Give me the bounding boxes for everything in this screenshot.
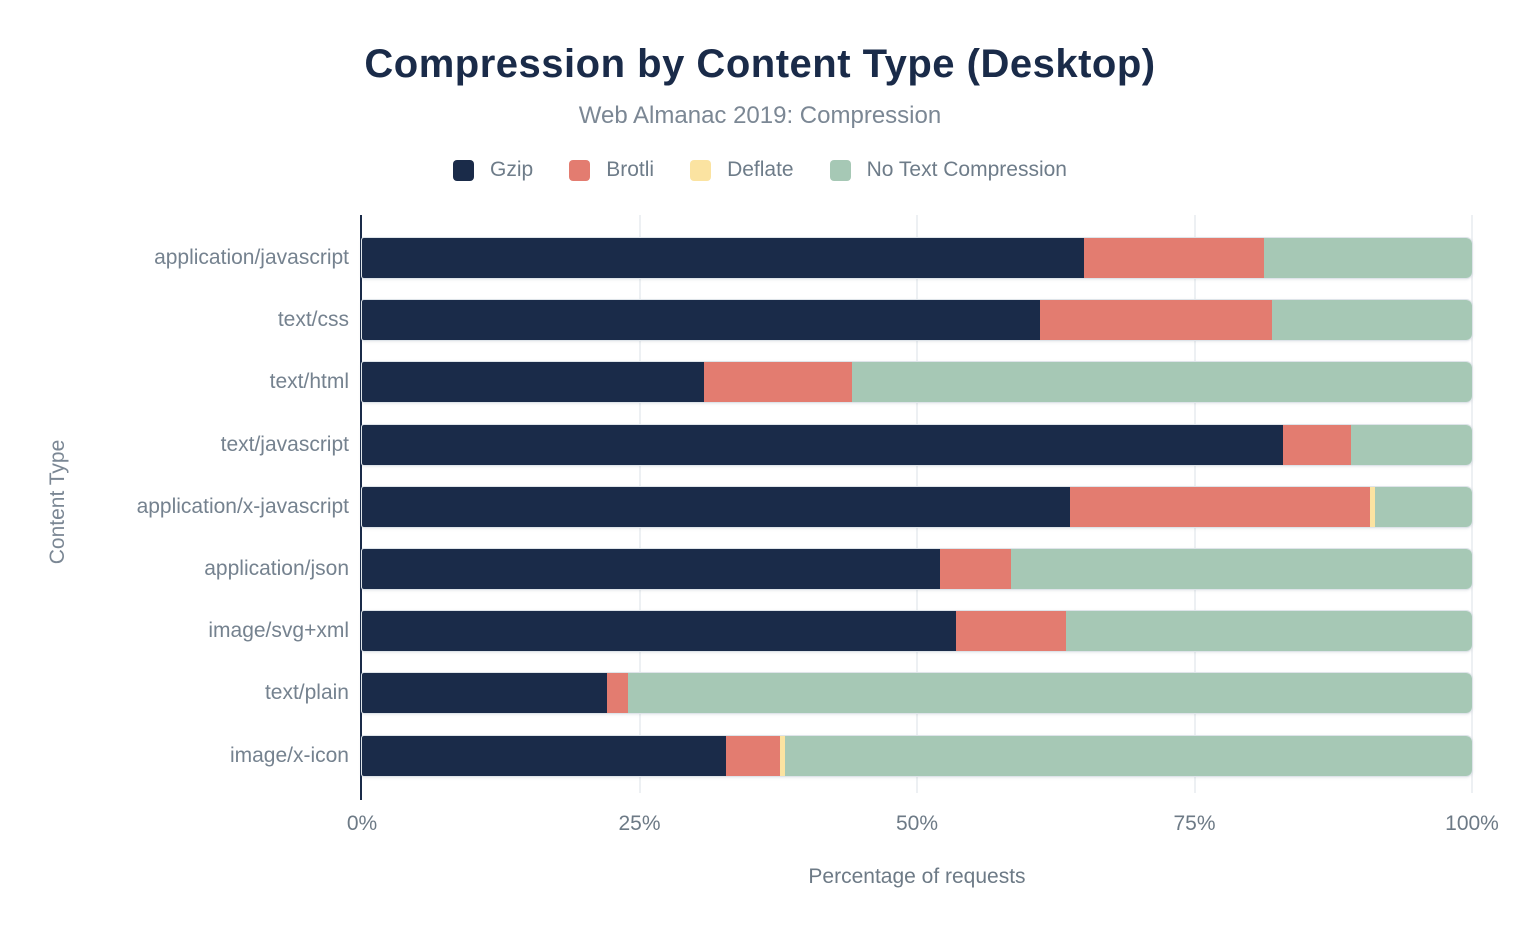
- bar-segment-gzip[interactable]: [362, 238, 1084, 279]
- bar-segment-brotli[interactable]: [607, 673, 629, 714]
- bar-segment-no-text-compression[interactable]: [1272, 300, 1472, 341]
- legend-item-brotli[interactable]: Brotli: [569, 158, 654, 182]
- plot-area: application/javascript text/css text/html t…: [137, 215, 1499, 888]
- chart-title: Compression by Content Type (Desktop): [364, 42, 1156, 86]
- y-axis-label: text/css: [277, 308, 349, 332]
- bar-segment-deflate[interactable]: [1369, 486, 1376, 527]
- legend-label: Gzip: [490, 158, 534, 181]
- x-tick-label: 100%: [1445, 812, 1499, 835]
- bar-track-text-plain: [362, 673, 1472, 714]
- bar-segment-brotli[interactable]: [955, 611, 1066, 652]
- legend-item-deflate[interactable]: Deflate: [690, 158, 794, 182]
- bar-segment-gzip[interactable]: [362, 611, 956, 652]
- bar-track-image-svg-xml: [362, 611, 1472, 652]
- bar-segment-gzip[interactable]: [362, 735, 727, 776]
- bar-track-image-x-icon: [362, 735, 1472, 776]
- legend-label: Brotli: [606, 158, 655, 181]
- bar-track-application-json: [362, 549, 1472, 590]
- bar-segment-brotli[interactable]: [1083, 238, 1265, 279]
- bar-track-text-css: [362, 300, 1472, 341]
- legend-swatch-deflate: [690, 159, 712, 181]
- legend-swatch-no-text-compression: [829, 159, 851, 181]
- y-axis-label: application/javascript: [154, 246, 349, 270]
- bar-track-text-html: [362, 362, 1472, 403]
- bar-segment-deflate[interactable]: [780, 735, 785, 776]
- bar-track-application-x-javascript: [362, 486, 1472, 527]
- legend-item-no-text-compression[interactable]: No Text Compression: [829, 158, 1067, 182]
- y-axis-line: [360, 215, 362, 800]
- bar-rows: application/javascript text/css text/html t…: [137, 227, 1472, 787]
- chart-subtitle: Web Almanac 2019: Compression: [578, 102, 942, 129]
- x-tick-label: 50%: [895, 812, 939, 835]
- bar-row-application-json: application/json: [204, 538, 1472, 600]
- bar-row-text-javascript: text/javascript: [221, 414, 1472, 476]
- y-axis-label: image/svg+xml: [208, 619, 349, 643]
- bar-row-image-svg-xml: image/svg+xml: [208, 600, 1472, 662]
- bar-segment-gzip[interactable]: [362, 300, 1041, 341]
- bar-segment-no-text-compression[interactable]: [1065, 611, 1472, 652]
- bar-row-text-html: text/html: [270, 351, 1472, 413]
- legend-label: No Text Compression: [866, 158, 1067, 181]
- bar-track-application-javascript: [362, 238, 1472, 279]
- legend: Gzip Brotli Deflate No Text Compression: [0, 158, 1520, 182]
- y-axis-label: text/javascript: [220, 432, 349, 456]
- legend-swatch-brotli: [569, 159, 591, 181]
- bar-segment-no-text-compression[interactable]: [851, 362, 1472, 403]
- bar-segment-brotli[interactable]: [1283, 424, 1351, 465]
- gridline-100: [1471, 215, 1473, 793]
- legend-label: Deflate: [727, 158, 794, 181]
- bar-row-application-x-javascript: application/x-javascript: [137, 476, 1472, 538]
- x-axis-title: Percentage of requests: [808, 865, 1026, 888]
- bar-segment-brotli[interactable]: [1040, 300, 1273, 341]
- legend-swatch-gzip: [453, 159, 475, 181]
- bar-row-application-javascript: application/javascript: [154, 227, 1472, 289]
- bar-segment-gzip[interactable]: [362, 486, 1071, 527]
- bar-segment-no-text-compression[interactable]: [1264, 238, 1472, 279]
- bar-segment-gzip[interactable]: [362, 362, 704, 403]
- bar-segment-brotli[interactable]: [1070, 486, 1370, 527]
- y-axis-label: text/html: [269, 370, 349, 394]
- y-axis-label: application/json: [204, 557, 349, 581]
- x-tick-label: 75%: [1173, 812, 1216, 835]
- y-axis-title: Content Type: [46, 439, 69, 565]
- bar-segment-no-text-compression[interactable]: [1375, 486, 1472, 527]
- bar-segment-gzip[interactable]: [362, 673, 608, 714]
- x-tick-label: 25%: [618, 812, 661, 835]
- y-axis-label: text/plain: [264, 681, 349, 705]
- bar-segment-brotli[interactable]: [726, 735, 781, 776]
- x-tick-label: 0%: [346, 812, 378, 835]
- bar-segment-gzip[interactable]: [362, 424, 1284, 465]
- bar-segment-no-text-compression[interactable]: [1351, 424, 1472, 465]
- bar-segment-no-text-compression[interactable]: [628, 673, 1472, 714]
- legend-item-gzip[interactable]: Gzip: [453, 158, 533, 182]
- bar-segment-no-text-compression[interactable]: [784, 735, 1472, 776]
- bar-row-text-css: text/css: [278, 289, 1472, 351]
- bar-row-image-x-icon: image/x-icon: [230, 725, 1472, 787]
- bar-segment-gzip[interactable]: [362, 549, 941, 590]
- bar-segment-brotli[interactable]: [940, 549, 1012, 590]
- y-axis-label: application/x-javascript: [136, 494, 349, 518]
- bar-row-text-plain: text/plain: [265, 662, 1472, 724]
- y-axis-label: image/x-icon: [229, 743, 349, 767]
- bar-segment-no-text-compression[interactable]: [1011, 549, 1472, 590]
- bar-segment-brotli[interactable]: [703, 362, 852, 403]
- bar-track-text-javascript: [362, 424, 1472, 465]
